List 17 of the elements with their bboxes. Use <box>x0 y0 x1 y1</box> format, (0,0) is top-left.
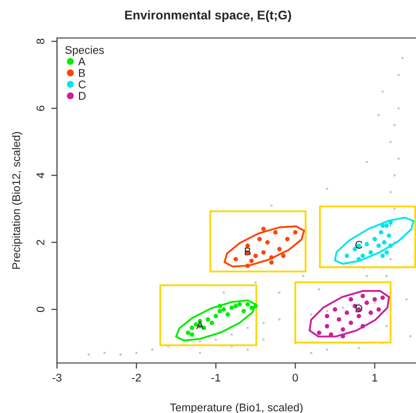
legend-label: A <box>78 58 86 66</box>
x-tick-label: 1 <box>372 374 378 382</box>
y-tick-label: 6 <box>36 106 44 111</box>
x-tick-label: 0 <box>292 374 298 382</box>
chart-title: Environmental space, E(t;G) <box>125 10 292 22</box>
x-tick-label: -2 <box>132 374 141 382</box>
legend-label: B <box>79 69 85 77</box>
x-tick-label: -3 <box>52 374 62 382</box>
legend-label: D <box>79 92 86 100</box>
y-tick-label: 2 <box>36 240 44 245</box>
y-tick-label: 4 <box>36 172 44 178</box>
y-tick-label: 0 <box>36 306 44 312</box>
y-tick-label: 8 <box>36 38 44 44</box>
y-axis-title: Precipitation (Bio12, scaled) <box>12 132 22 269</box>
legend-title: Species <box>65 46 104 56</box>
x-tick-label: -1 <box>211 374 220 382</box>
legend-label: C <box>78 80 86 88</box>
